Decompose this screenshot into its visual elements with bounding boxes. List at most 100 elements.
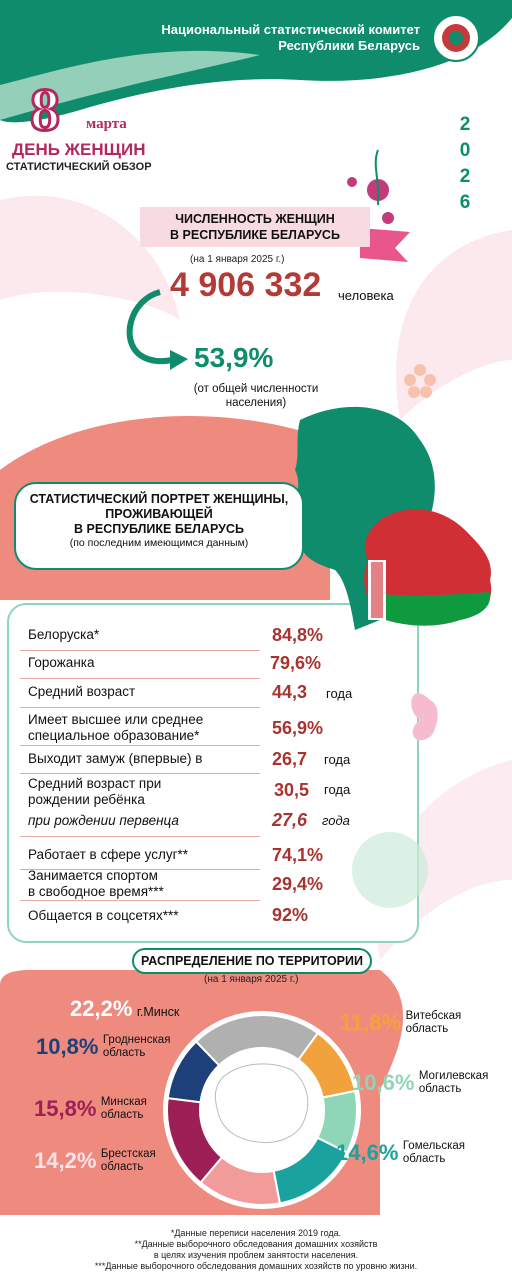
portrait-heading-line2: ПРОЖИВАЮЩЕЙ: [105, 507, 213, 521]
row-divider: [20, 773, 260, 774]
portrait-row-label: Работает в сфере услуг**: [28, 847, 189, 862]
region-name: Гродненская область: [103, 1034, 171, 1060]
portrait-heading: СТАТИСТИЧЕСКИЙ ПОРТРЕТ ЖЕНЩИНЫ, ПРОЖИВАЮ…: [14, 482, 304, 570]
portrait-row-unit: года: [324, 752, 351, 767]
region-grodno: 10,8% Гродненская область: [36, 1034, 170, 1060]
portrait-row-label-line1: Средний возраст при: [28, 776, 162, 791]
region-name: Гомельская область: [403, 1140, 465, 1166]
portrait-row-value: 84,8%: [272, 625, 324, 645]
portrait-row-value: 79,6%: [270, 653, 322, 673]
portrait-row-value: 26,7: [272, 749, 308, 769]
portrait-row-value: 56,9%: [272, 718, 324, 738]
region-name-line2: область: [405, 1023, 449, 1035]
row-divider: [20, 678, 260, 679]
women-count-heading-line2: В РЕСПУБЛИКЕ БЕЛАРУСЬ: [170, 228, 340, 242]
org-name-line1: Национальный статистический комитет: [161, 22, 420, 37]
region-minsk: 15,8% Минская область: [34, 1096, 147, 1122]
women-count-date: (на 1 января 2025 г.): [190, 254, 285, 265]
org-name-line2: Республики Беларусь: [278, 38, 420, 53]
region-name: Могилевская область: [419, 1070, 488, 1096]
women-count-heading-line1: ЧИСЛЕННОСТЬ ЖЕНЩИН: [175, 212, 335, 226]
region-gomel: 14,6% Гомельская область: [336, 1140, 465, 1166]
region-name-line2: область: [418, 1083, 462, 1095]
region-pct: 14,2%: [34, 1148, 97, 1173]
region-pct: 22,2%: [70, 996, 133, 1021]
women-share-note-line2: населения): [225, 397, 287, 409]
footnote-2a: **Данные выборочного обследования домашн…: [134, 1239, 378, 1249]
row-divider: [20, 900, 260, 901]
region-name-line1: Витебская: [405, 1010, 462, 1022]
portrait-row-value: 74,1%: [272, 845, 324, 865]
portrait-row-label: Горожанка: [28, 655, 95, 670]
portrait-row-label: при рождении первенца: [28, 813, 179, 828]
region-name-line1: Гродненская: [102, 1034, 171, 1046]
portrait-row-label-line2: в свободное время***: [28, 884, 164, 899]
year-digit: 2: [459, 166, 471, 187]
row-divider: [20, 836, 260, 837]
region-brest: 14,2% Брестская область: [34, 1148, 156, 1174]
row-divider: [20, 650, 260, 651]
org-name: Национальный статистический комитет Респ…: [100, 22, 420, 54]
portrait-row-value: 92%: [272, 905, 309, 925]
women-count-heading: ЧИСЛЕННОСТЬ ЖЕНЩИН В РЕСПУБЛИКЕ БЕЛАРУСЬ: [140, 207, 370, 247]
region-name-line1: Минская: [100, 1096, 147, 1108]
row-divider: [20, 745, 260, 746]
portrait-row-label: Имеет высшее или среднее специальное обр…: [28, 712, 203, 744]
portrait-row-unit: года: [326, 686, 353, 701]
women-share-value: 53,9%: [194, 342, 274, 373]
region-name-line2: область: [100, 1109, 144, 1121]
distribution-date: (на 1 января 2025 г.): [204, 974, 299, 985]
region-pct: 14,6%: [336, 1140, 399, 1165]
year-digit: 6: [459, 192, 471, 213]
portrait-heading-line3: В РЕСПУБЛИКЕ БЕЛАРУСЬ: [74, 522, 244, 536]
portrait-row-value: 30,5: [274, 780, 310, 800]
title-number: 8: [29, 77, 62, 143]
footnote-2b: в целях изучения проблем занятости насел…: [153, 1250, 359, 1260]
portrait-note: (по последним имеющимся данным): [69, 537, 249, 549]
portrait-row-unit: года: [324, 782, 351, 797]
portrait-row-value: 29,4%: [272, 874, 324, 894]
portrait-row-label-line1: Имеет высшее или среднее: [28, 712, 204, 727]
title-subtitle: СТАТИСТИЧЕСКИЙ ОБЗОР: [6, 161, 152, 173]
row-divider: [20, 869, 260, 870]
portrait-row-label: Выходит замуж (впервые) в: [28, 751, 203, 766]
women-share-note-line1: (от общей численности: [193, 383, 319, 395]
portrait-row-value: 27,6: [272, 810, 308, 830]
women-count-value: 4 906 332: [170, 266, 322, 304]
region-name: Минская область: [101, 1096, 147, 1122]
portrait-row-value: 44,3: [272, 682, 308, 702]
region-name-line1: Могилевская: [418, 1070, 489, 1082]
portrait-row-label: Средний возраст при рождении ребёнка: [28, 776, 161, 808]
portrait-row-label-line1: Занимается спортом: [28, 868, 158, 883]
portrait-heading-line1: СТАТИСТИЧЕСКИЙ ПОРТРЕТ ЖЕНЩИНЫ,: [29, 492, 289, 506]
mini-map-outline: [214, 1063, 309, 1144]
region-name: Витебская область: [406, 1010, 462, 1036]
portrait-row-label: Общается в соцсетях***: [28, 908, 179, 923]
region-pct: 10,8%: [36, 1034, 99, 1059]
region-name-line1: Брестская: [100, 1148, 156, 1160]
women-share-note: (от общей численности населения): [166, 382, 346, 410]
footnote-1: *Данные переписи населения 2019 года.: [170, 1228, 342, 1238]
portrait-row-label: Белоруска*: [28, 627, 100, 642]
region-vitebsk: 11,8% Витебская область: [340, 1010, 461, 1036]
region-minsk-city: 22,2% г.Минск: [70, 996, 179, 1022]
distribution-heading: РАСПРЕДЕЛЕНИЕ ПО ТЕРРИТОРИИ: [132, 948, 372, 974]
year-vertical: 2 0 2 6: [455, 112, 475, 216]
title-holiday: ДЕНЬ ЖЕНЩИН: [12, 140, 146, 159]
women-count-unit: человека: [338, 288, 394, 303]
region-name-line2: область: [402, 1153, 446, 1165]
region-mogilev: 10,6% Могилевская область: [352, 1070, 488, 1096]
title-month: марта: [86, 116, 127, 132]
row-divider: [20, 707, 260, 708]
year-digit: 0: [459, 140, 471, 161]
region-pct: 15,8%: [34, 1096, 97, 1121]
region-name: Брестская область: [101, 1148, 156, 1174]
region-name: г.Минск: [136, 1005, 180, 1019]
year-digit: 2: [459, 114, 471, 135]
footnote-3: ***Данные выборочного обследования домаш…: [94, 1261, 418, 1271]
portrait-row-label: Средний возраст: [28, 684, 136, 699]
region-name-line2: область: [100, 1161, 144, 1173]
region-name-line2: область: [102, 1047, 146, 1059]
footnotes: *Данные переписи населения 2019 года. **…: [0, 1228, 512, 1272]
